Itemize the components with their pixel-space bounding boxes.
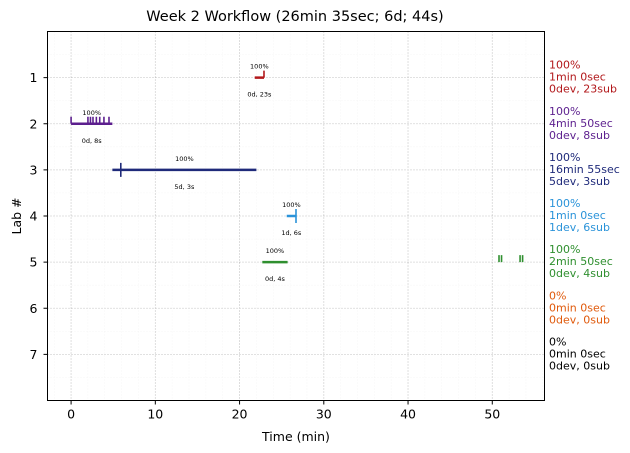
grid [47,31,545,401]
lab-7-summary-line: 0min 0sec [549,347,606,360]
lab-2-percent: 100% [82,109,101,117]
x-tick-label: 10 [147,407,163,422]
lab-2-info: 0d, 8s [82,137,103,145]
lab-3-percent: 100% [175,155,194,163]
y-tick-label: 2 [30,116,38,131]
lab-2-summary-line: 100% [549,105,580,118]
lab-3-summary-line: 100% [549,151,580,164]
lab-7-summary-line: 0dev, 0sub [549,359,610,372]
lab-7-summary-line: 0% [549,335,566,348]
lab-3-info: 5d, 3s [174,183,195,191]
lab-4-summary-line: 1dev, 6sub [549,221,610,234]
lab-1-summary-line: 0dev, 23sub [549,83,617,96]
chart-marks: 100% 0d, 23s 100% 0d, 8s 100% 5d, 3s 100% 1d, 6… [70,63,524,283]
x-axis-label: Time (min) [261,429,330,444]
lab-3-summary-line: 5dev, 3sub [549,175,610,188]
lab-1-summary-line: 1min 0sec [549,71,606,84]
y-tick-label: 6 [30,301,38,316]
lab-4-summary-line: 100% [549,197,580,210]
lab-5-summary-line: 100% [549,243,580,256]
lab-2-summary-line: 0dev, 8sub [549,129,610,142]
x-tick-label: 50 [484,407,500,422]
lab-4-percent: 100% [282,201,301,209]
lab-5-summary-line: 2min 50sec [549,255,613,268]
lab-1-summary-line: 100% [549,59,580,72]
lab-5-summary-line: 0dev, 4sub [549,267,610,280]
chart-title: Week 2 Workflow (26min 35sec; 6d; 44s) [146,9,443,25]
lab-2-summary-line: 4min 50sec [549,117,613,130]
axis-ticks: 0 10 20 30 40 50 1 2 3 4 5 6 7 [30,70,501,421]
y-tick-label: 5 [30,255,38,270]
lab-6-summary-line: 0min 0sec [549,301,606,314]
lab-1-percent: 100% [250,63,269,71]
y-axis-label: Lab # [9,197,24,234]
x-tick-label: 30 [316,407,332,422]
lab-6-summary-line: 0% [549,289,566,302]
lab-4-info: 1d, 6s [281,229,302,237]
lab-1-info: 0d, 23s [247,91,272,99]
x-tick-label: 0 [67,407,75,422]
y-tick-label: 3 [30,162,38,177]
x-tick-label: 40 [400,407,416,422]
lab-4-summary-line: 1min 0sec [549,209,606,222]
lab-5-info: 0d, 4s [265,275,286,283]
y-tick-label: 4 [30,209,38,224]
lab-3-summary-line: 16min 55sec [549,163,620,176]
x-tick-label: 20 [232,407,248,422]
lab-5-percent: 100% [266,247,285,255]
y-tick-label: 1 [30,70,38,85]
y-tick-label: 7 [30,347,38,362]
lab-6-summary-line: 0dev, 0sub [549,313,610,326]
